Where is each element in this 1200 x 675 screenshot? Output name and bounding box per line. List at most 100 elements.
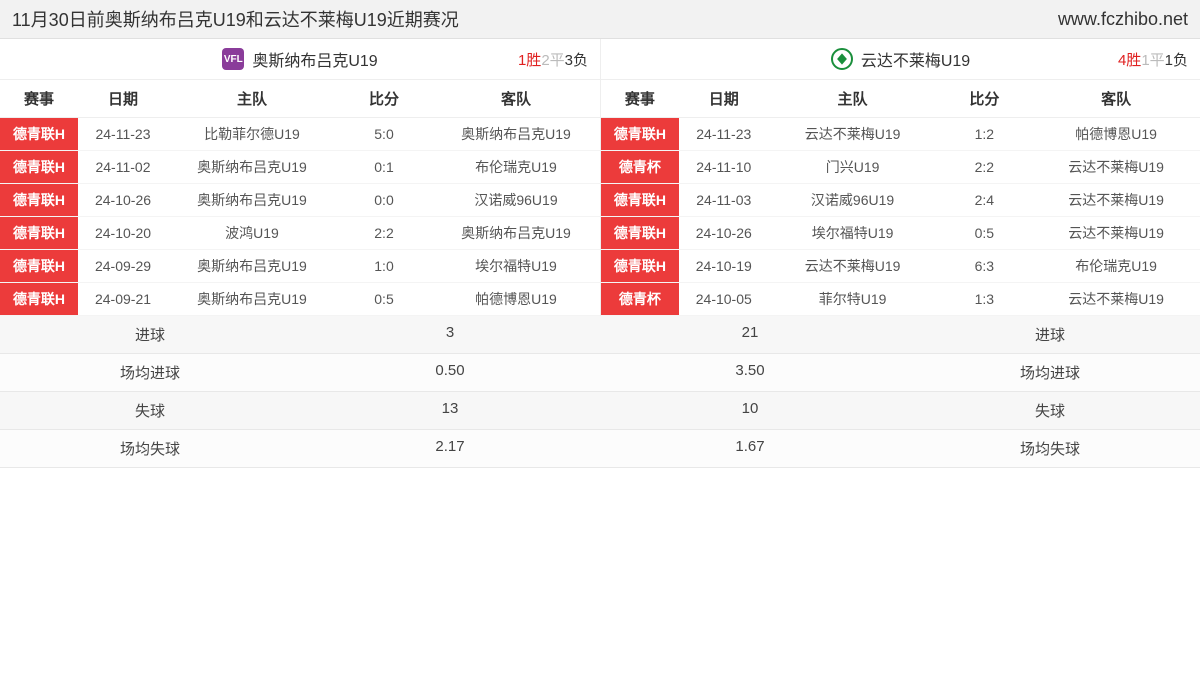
col-home: 主队 bbox=[168, 80, 336, 118]
score-cell: 2:2 bbox=[336, 217, 432, 250]
comp-cell: 德青联H bbox=[601, 250, 679, 283]
left-panel: VFL 奥斯纳布吕克U19 1胜2平3负 赛事 日期 主队 比分 客队 德青联H… bbox=[0, 39, 600, 316]
comp-cell: 德青联H bbox=[0, 217, 78, 250]
right-record-loss: 1负 bbox=[1165, 52, 1188, 69]
home-cell: 门兴U19 bbox=[769, 151, 937, 184]
date-cell: 24-09-29 bbox=[78, 250, 168, 283]
score-cell: 0:5 bbox=[936, 217, 1032, 250]
page-header: 11月30日前奥斯纳布吕克U19和云达不莱梅U19近期赛况 www.fczhib… bbox=[0, 0, 1200, 39]
stats-value: 3 bbox=[300, 316, 600, 353]
comp-cell: 德青联H bbox=[601, 118, 679, 151]
score-cell: 1:0 bbox=[336, 250, 432, 283]
table-row: 德青联H24-11-23云达不莱梅U191:2帕德博恩U19 bbox=[601, 118, 1200, 151]
away-cell: 云达不莱梅U19 bbox=[1032, 151, 1200, 184]
table-row: 德青杯24-10-05菲尔特U191:3云达不莱梅U19 bbox=[601, 283, 1200, 316]
panels: VFL 奥斯纳布吕克U19 1胜2平3负 赛事 日期 主队 比分 客队 德青联H… bbox=[0, 39, 1200, 316]
home-cell: 菲尔特U19 bbox=[769, 283, 937, 316]
site-url: www.fczhibo.net bbox=[1058, 9, 1188, 30]
score-cell: 1:2 bbox=[936, 118, 1032, 151]
left-stats: 进球3场均进球0.50失球13场均失球2.17 bbox=[0, 316, 600, 468]
col-home: 主队 bbox=[769, 80, 937, 118]
table-row: 德青联H24-11-03汉诺威96U192:4云达不莱梅U19 bbox=[601, 184, 1200, 217]
date-cell: 24-11-23 bbox=[78, 118, 168, 151]
stats-row: 失球13 bbox=[0, 392, 600, 430]
date-cell: 24-10-05 bbox=[679, 283, 769, 316]
table-row: 德青联H24-09-21奥斯纳布吕克U190:5帕德博恩U19 bbox=[0, 283, 600, 316]
score-cell: 0:1 bbox=[336, 151, 432, 184]
left-team-name: 奥斯纳布吕克U19 bbox=[252, 47, 377, 71]
comp-cell: 德青联H bbox=[601, 184, 679, 217]
score-cell: 6:3 bbox=[936, 250, 1032, 283]
right-record-draw: 1平 bbox=[1141, 52, 1164, 69]
score-cell: 0:0 bbox=[336, 184, 432, 217]
stats-row: 1.67场均失球 bbox=[600, 430, 1200, 468]
comp-cell: 德青联H bbox=[0, 184, 78, 217]
table-row: 德青杯24-11-10门兴U192:2云达不莱梅U19 bbox=[601, 151, 1200, 184]
stats-value: 10 bbox=[600, 392, 900, 429]
stats-row: 10失球 bbox=[600, 392, 1200, 430]
comp-cell: 德青联H bbox=[601, 217, 679, 250]
home-cell: 比勒菲尔德U19 bbox=[168, 118, 336, 151]
stats-label: 进球 bbox=[0, 316, 300, 353]
stats-row: 进球3 bbox=[0, 316, 600, 354]
home-cell: 奥斯纳布吕克U19 bbox=[168, 283, 336, 316]
col-date: 日期 bbox=[679, 80, 769, 118]
home-cell: 汉诺威96U19 bbox=[769, 184, 937, 217]
stats-row: 场均进球0.50 bbox=[0, 354, 600, 392]
left-record: 1胜2平3负 bbox=[518, 49, 588, 70]
comp-cell: 德青联H bbox=[0, 118, 78, 151]
stats-value: 2.17 bbox=[300, 430, 600, 467]
date-cell: 24-10-26 bbox=[679, 217, 769, 250]
stats-value: 1.67 bbox=[600, 430, 900, 467]
col-date: 日期 bbox=[78, 80, 168, 118]
table-row: 德青联H24-09-29奥斯纳布吕克U191:0埃尔福特U19 bbox=[0, 250, 600, 283]
comp-cell: 德青联H bbox=[0, 283, 78, 316]
stats-label: 场均失球 bbox=[0, 430, 300, 467]
table-header-row: 赛事 日期 主队 比分 客队 bbox=[0, 80, 600, 118]
date-cell: 24-11-10 bbox=[679, 151, 769, 184]
score-cell: 2:4 bbox=[936, 184, 1032, 217]
stats-value: 13 bbox=[300, 392, 600, 429]
left-panel-header: VFL 奥斯纳布吕克U19 1胜2平3负 bbox=[0, 39, 600, 80]
home-cell: 奥斯纳布吕克U19 bbox=[168, 151, 336, 184]
col-comp: 赛事 bbox=[0, 80, 78, 118]
stats-label: 场均进球 bbox=[900, 354, 1200, 391]
table-row: 德青联H24-10-26奥斯纳布吕克U190:0汉诺威96U19 bbox=[0, 184, 600, 217]
stats-row: 场均失球2.17 bbox=[0, 430, 600, 468]
stats-label: 失球 bbox=[900, 392, 1200, 429]
score-cell: 2:2 bbox=[936, 151, 1032, 184]
away-cell: 帕德博恩U19 bbox=[1032, 118, 1200, 151]
date-cell: 24-10-20 bbox=[78, 217, 168, 250]
stats-row: 3.50场均进球 bbox=[600, 354, 1200, 392]
date-cell: 24-11-23 bbox=[679, 118, 769, 151]
away-cell: 帕德博恩U19 bbox=[432, 283, 600, 316]
col-comp: 赛事 bbox=[601, 80, 679, 118]
left-record-win: 1胜 bbox=[518, 52, 541, 69]
comp-cell: 德青杯 bbox=[601, 283, 679, 316]
away-cell: 云达不莱梅U19 bbox=[1032, 184, 1200, 217]
table-row: 德青联H24-11-02奥斯纳布吕克U190:1布伦瑞克U19 bbox=[0, 151, 600, 184]
col-score: 比分 bbox=[336, 80, 432, 118]
away-cell: 云达不莱梅U19 bbox=[1032, 217, 1200, 250]
right-team-name: 云达不莱梅U19 bbox=[861, 47, 970, 71]
home-cell: 云达不莱梅U19 bbox=[769, 118, 937, 151]
comp-cell: 德青联H bbox=[0, 250, 78, 283]
right-panel-header: 云达不莱梅U19 4胜1平1负 bbox=[601, 39, 1200, 80]
stats-label: 场均进球 bbox=[0, 354, 300, 391]
home-cell: 埃尔福特U19 bbox=[769, 217, 937, 250]
comp-cell: 德青杯 bbox=[601, 151, 679, 184]
score-cell: 0:5 bbox=[336, 283, 432, 316]
home-cell: 云达不莱梅U19 bbox=[769, 250, 937, 283]
date-cell: 24-10-26 bbox=[78, 184, 168, 217]
away-cell: 布伦瑞克U19 bbox=[432, 151, 600, 184]
table-row: 德青联H24-10-20波鸿U192:2奥斯纳布吕克U19 bbox=[0, 217, 600, 250]
table-row: 德青联H24-10-19云达不莱梅U196:3布伦瑞克U19 bbox=[601, 250, 1200, 283]
date-cell: 24-11-02 bbox=[78, 151, 168, 184]
score-cell: 1:3 bbox=[936, 283, 1032, 316]
stats-value: 21 bbox=[600, 316, 900, 353]
col-away: 客队 bbox=[1032, 80, 1200, 118]
table-header-row: 赛事 日期 主队 比分 客队 bbox=[601, 80, 1200, 118]
away-cell: 奥斯纳布吕克U19 bbox=[432, 118, 600, 151]
right-match-table: 赛事 日期 主队 比分 客队 德青联H24-11-23云达不莱梅U191:2帕德… bbox=[601, 80, 1200, 316]
stats-value: 3.50 bbox=[600, 354, 900, 391]
